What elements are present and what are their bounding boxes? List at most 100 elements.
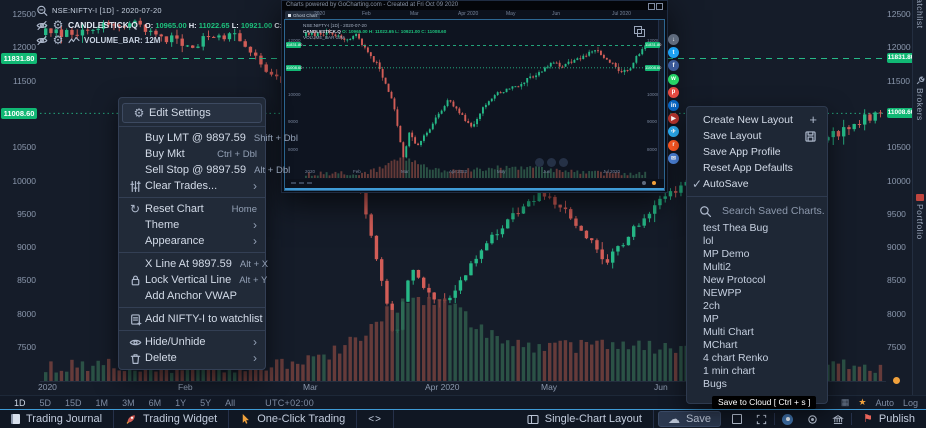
saved-chart-item[interactable]: Bugs (703, 377, 727, 390)
range-all[interactable]: All (225, 397, 236, 408)
range-3m[interactable]: 3M (122, 397, 135, 408)
popup-legend: NSE:NIFTY-I [1D] - 2020-07-20 CANDLESTIC… (303, 23, 447, 40)
time-axis[interactable]: 2020 Feb Mar Apr 2020 May Jun (0, 382, 926, 395)
trading-widget-button[interactable]: Trading Widget (114, 410, 230, 428)
notification-dot[interactable] (893, 377, 900, 384)
range-1d[interactable]: 1D (14, 397, 26, 408)
menu-item[interactable]: Add NIFTY-I to watchlist (119, 311, 265, 327)
menu-item[interactable]: Create New Layout + (703, 112, 817, 127)
copy-chart-icon[interactable] (634, 26, 645, 37)
range-6m[interactable]: 6M (148, 397, 162, 408)
tab-brokers[interactable]: Brokers (913, 76, 926, 121)
refresh-data-button[interactable] (800, 410, 825, 428)
menu-item[interactable]: Buy Mkt Ctrl + Dbl (145, 148, 257, 160)
menu-item[interactable]: Theme › (145, 218, 257, 232)
menu-item[interactable]: Save Layout (687, 128, 827, 144)
share-linkedin-icon[interactable]: in (668, 100, 679, 111)
saved-chart-item[interactable]: 2ch (703, 299, 720, 312)
gear-icon[interactable]: ⚙ (52, 33, 64, 47)
menu-item[interactable]: Appearance › (145, 234, 257, 248)
saved-chart-item[interactable]: New Protocol (703, 273, 766, 286)
save-tooltip: Save to Cloud [ Ctrl + s ] (712, 396, 817, 409)
menu-divider (119, 330, 265, 331)
saved-chart-item[interactable]: lol (703, 234, 714, 247)
menu-item[interactable]: ✓ AutoSave (692, 176, 749, 191)
price-axis-left[interactable]: 12500 12000 11500 10500 10000 9500 9000 8500 800… (0, 0, 38, 395)
mini-price-tick: 12000 (288, 37, 301, 43)
range-5y[interactable]: 5Y (200, 397, 212, 408)
saved-chart-item[interactable]: MChart (703, 338, 738, 351)
menu-item[interactable]: X Line At 9897.59 Alt + X (145, 258, 269, 270)
note-add-icon (125, 313, 145, 326)
share-telegram-icon[interactable]: ✈ (668, 126, 679, 138)
range-1m[interactable]: 1M (95, 397, 109, 408)
tab-portfolio[interactable]: Portfolio (913, 194, 926, 240)
chart-legend: NSE:NIFTY-I [1D] - 2020-07-20 ⚙ CANDLEST… (36, 4, 311, 49)
share-mail-icon[interactable]: ✉ (668, 152, 679, 164)
code-button[interactable]: <> (357, 410, 394, 428)
favorite-star-icon[interactable]: ★ (858, 397, 867, 407)
menu-item[interactable]: Lock Vertical Line Alt + Y (119, 272, 267, 288)
share-download-icon[interactable]: ↓ (668, 34, 679, 45)
saved-chart-item[interactable]: 4 chart Renko (703, 351, 769, 364)
saved-chart-item[interactable]: NEWPP (703, 286, 742, 299)
price-axis-right[interactable]: 12500 12000 11500 10500 10000 9500 9000 8500 800… (887, 0, 915, 395)
menu-item[interactable]: Clear Trades... › (119, 178, 265, 194)
tab-ghost-chart[interactable]: Ghost Chart (285, 11, 321, 19)
tab-watchlist[interactable]: Watchlist (915, 0, 925, 29)
share-facebook-icon[interactable]: f (668, 60, 679, 72)
eye-slash-icon[interactable] (36, 34, 48, 46)
popup-edit-icon[interactable] (648, 3, 655, 10)
menu-item[interactable]: Reset App Defaults (703, 162, 793, 174)
menu-item[interactable]: Delete › (119, 350, 265, 366)
range-5d[interactable]: 5D (39, 397, 52, 408)
fullscreen-button[interactable] (749, 410, 774, 428)
gear-icon: ⚙ (133, 106, 145, 120)
save-button[interactable]: ☁ Save (657, 411, 722, 427)
menu-item[interactable]: Sell Stop @ 9897.59 Alt + Dbl (145, 164, 291, 176)
magnifier-icon[interactable] (36, 4, 48, 16)
menu-item[interactable]: Buy LMT @ 9897.59 Shift + Dbl (145, 132, 298, 144)
saved-chart-item[interactable]: Multi Chart (703, 325, 754, 338)
gear-icon[interactable]: ⚙ (52, 18, 64, 32)
frame-button[interactable] (725, 410, 749, 428)
time-tick: Feb (178, 382, 193, 392)
eye-slash-icon[interactable] (36, 19, 48, 31)
auto-scale-toggle[interactable]: Auto (875, 397, 894, 408)
trading-journal-button[interactable]: Trading Journal (0, 410, 115, 428)
snapshot-popup[interactable]: Charts powered by GoCharting.com - Creat… (281, 0, 668, 193)
menu-item[interactable]: ⚙ Edit Settings (122, 103, 262, 123)
one-click-trading-button[interactable]: One-Click Trading (229, 410, 358, 428)
snapshot-button[interactable] (775, 410, 800, 428)
saved-chart-item[interactable]: MP (703, 312, 719, 325)
saved-chart-item[interactable]: 1 min chart (703, 364, 755, 377)
log-scale-toggle[interactable]: Log (902, 397, 918, 408)
share-twitter-icon[interactable]: t (668, 47, 679, 59)
price-tick: 9000 (17, 242, 36, 253)
menu-item[interactable]: Add Anchor VWAP (145, 290, 237, 302)
gocharting-watermark (535, 158, 544, 167)
grid-icon[interactable]: ▦ (840, 397, 850, 407)
mini-sidebar (658, 20, 664, 180)
cloud-icon: ☁ (667, 412, 680, 426)
range-1y[interactable]: 1Y (175, 397, 187, 408)
single-chart-layout-button[interactable]: Single-Chart Layout (516, 410, 654, 428)
saved-charts-search[interactable]: Search Saved Charts. (687, 201, 827, 221)
range-15d[interactable]: 15D (65, 397, 82, 408)
share-youtube-icon[interactable]: ▶ (668, 113, 679, 125)
share-pinterest-icon[interactable]: p (668, 86, 679, 98)
share-reddit-icon[interactable]: r (668, 139, 679, 151)
timezone-label[interactable]: UTC+02:00 (265, 397, 315, 408)
publish-button[interactable]: ⚑ Publish (863, 412, 915, 425)
share-whatsapp-icon[interactable]: w (668, 73, 679, 85)
menu-item[interactable]: Save App Profile (703, 146, 781, 158)
saved-chart-item[interactable]: Multi2 (703, 260, 732, 273)
menu-item[interactable]: ↻ Reset Chart Home (119, 201, 265, 217)
price-marker-tag: 11008.60 (1, 107, 37, 119)
menu-item[interactable]: Hide/Unhide › (119, 334, 265, 350)
portfolio-icon (916, 194, 924, 201)
saved-chart-item[interactable]: test Thea Bug (703, 221, 769, 234)
exchange-button[interactable] (825, 410, 851, 428)
popup-close-icon[interactable] (656, 3, 663, 10)
saved-chart-item[interactable]: MP Demo (703, 247, 750, 260)
